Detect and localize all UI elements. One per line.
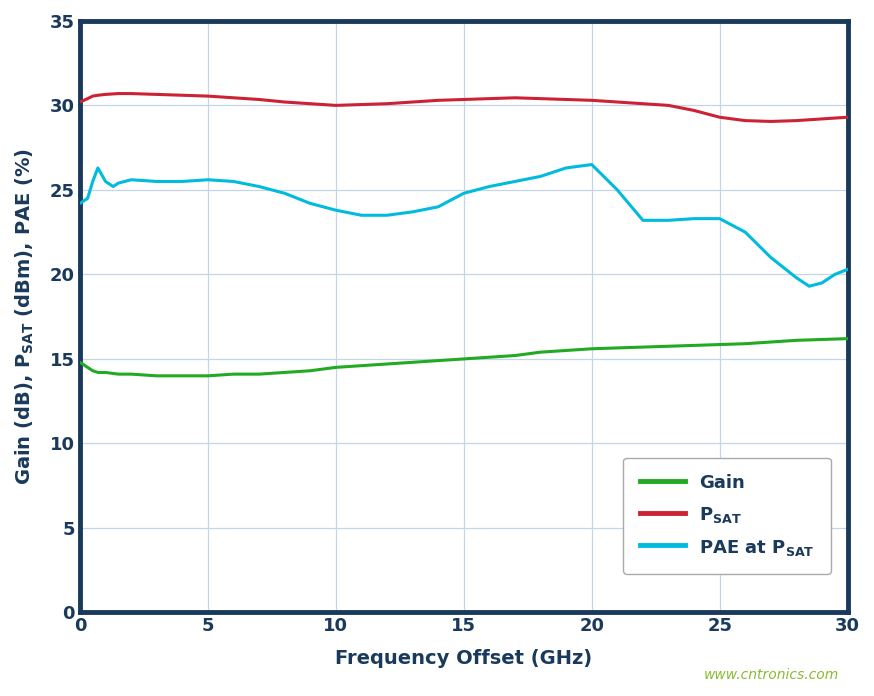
X-axis label: Frequency Offset (GHz): Frequency Offset (GHz): [336, 649, 593, 668]
Legend: Gain, P$_{\mathregular{SAT}}$, PAE at P$_{\mathregular{SAT}}$: Gain, P$_{\mathregular{SAT}}$, PAE at P$…: [623, 458, 831, 574]
Y-axis label: Gain (dB), P$_{\mathregular{SAT}}$ (dBm), PAE (%): Gain (dB), P$_{\mathregular{SAT}}$ (dBm)…: [14, 148, 36, 485]
Text: www.cntronics.com: www.cntronics.com: [704, 668, 839, 682]
